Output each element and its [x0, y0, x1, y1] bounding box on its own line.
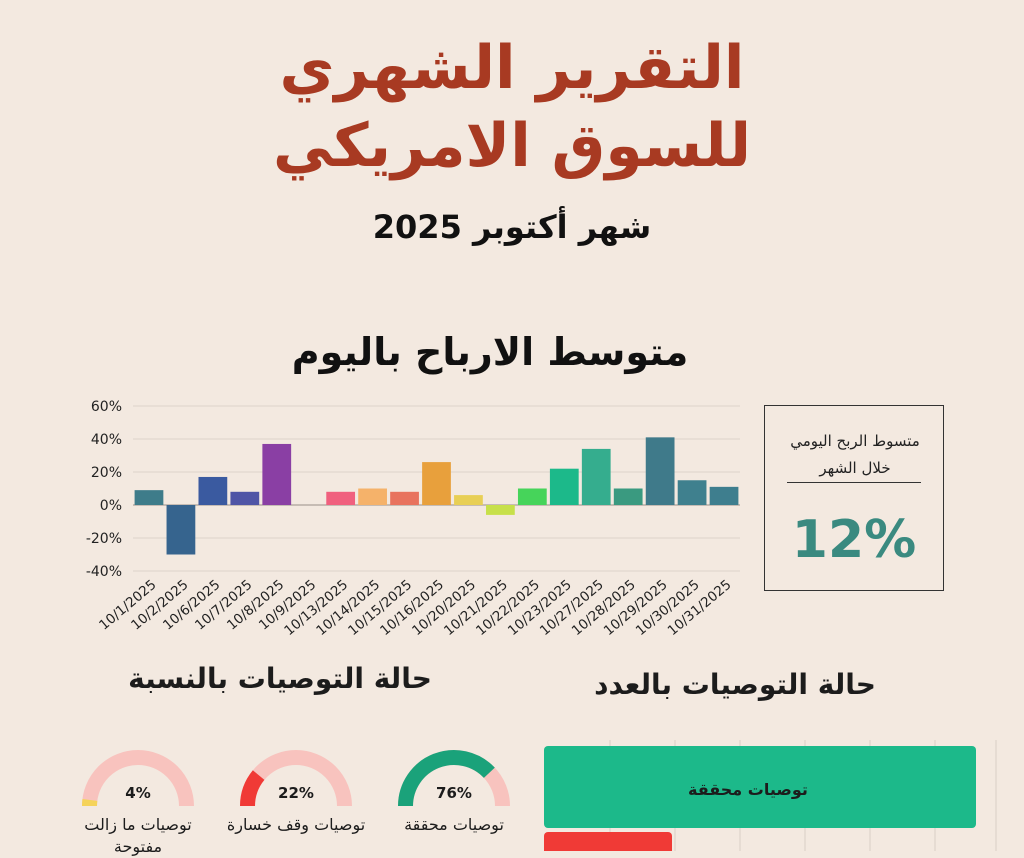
bar-10/2/2025: [167, 505, 196, 555]
gauge-achieved: 76% توصيات محققة: [384, 744, 524, 854]
y-tick-label: 40%: [91, 432, 122, 448]
gauge-open-percent: 4%: [68, 784, 208, 802]
bar-10/1/2025: [135, 490, 164, 505]
status-count-title: حالة التوصيات بالعدد: [570, 668, 900, 701]
gauge-achieved-percent: 76%: [384, 784, 524, 802]
status-percentage-title: حالة التوصيات بالنسبة: [110, 662, 450, 695]
daily-profit-bar-chart: -40%-20%0%20%40%60%10/1/202510/2/202510/…: [0, 390, 760, 660]
bar-10/22/2025: [518, 489, 547, 506]
bar-10/8/2025: [262, 444, 291, 505]
report-subtitle: شهر أكتوبر 2025: [0, 208, 1024, 246]
gauge-open-label: توصيات ما زالت مفتوحة: [68, 814, 208, 858]
bar-10/23/2025: [550, 469, 579, 505]
bar-10/7/2025: [230, 492, 259, 505]
bar-10/30/2025: [678, 480, 707, 505]
daily-chart-title: متوسط الارباح باليوم: [240, 330, 740, 374]
average-profit-box: متسوط الربح اليومي خلال الشهر 12%: [764, 405, 944, 591]
gauge-stop-loss-label: توصيات وقف خسارة: [226, 814, 366, 836]
count-bar-stop-loss: [544, 832, 672, 851]
status-count-bar-chart: توصيات محققة: [540, 740, 1024, 851]
gauge-open: 4% توصيات ما زالت مفتوحة: [68, 744, 208, 854]
y-tick-label: 0%: [100, 498, 122, 514]
gauge-stop-loss-percent: 22%: [226, 784, 366, 802]
count-bar-achieved-label: توصيات محققة: [688, 780, 808, 799]
report-title-line1: التقرير الشهري: [0, 28, 1024, 108]
bar-10/15/2025: [390, 492, 419, 505]
gauge-stop-loss: 22% توصيات وقف خسارة: [226, 744, 366, 854]
y-tick-label: 60%: [91, 399, 122, 415]
bar-10/27/2025: [582, 449, 611, 505]
average-profit-label: متسوط الربح اليومي خلال الشهر: [785, 428, 925, 482]
y-tick-label: 20%: [91, 465, 122, 481]
bar-10/29/2025: [646, 437, 675, 505]
bar-10/20/2025: [454, 495, 483, 505]
bar-10/31/2025: [710, 487, 739, 505]
y-tick-label: -40%: [86, 564, 122, 580]
average-profit-value: 12%: [765, 510, 943, 570]
bar-10/6/2025: [198, 477, 227, 505]
bar-10/21/2025: [486, 505, 515, 515]
bar-10/16/2025: [422, 462, 451, 505]
average-profit-divider: [787, 482, 921, 483]
y-tick-label: -20%: [86, 531, 122, 547]
bar-10/13/2025: [326, 492, 355, 505]
report-title-line2: للسوق الامريكي: [0, 106, 1024, 186]
bar-10/28/2025: [614, 489, 643, 506]
gauge-achieved-label: توصيات محققة: [384, 814, 524, 836]
bar-10/14/2025: [358, 489, 387, 506]
